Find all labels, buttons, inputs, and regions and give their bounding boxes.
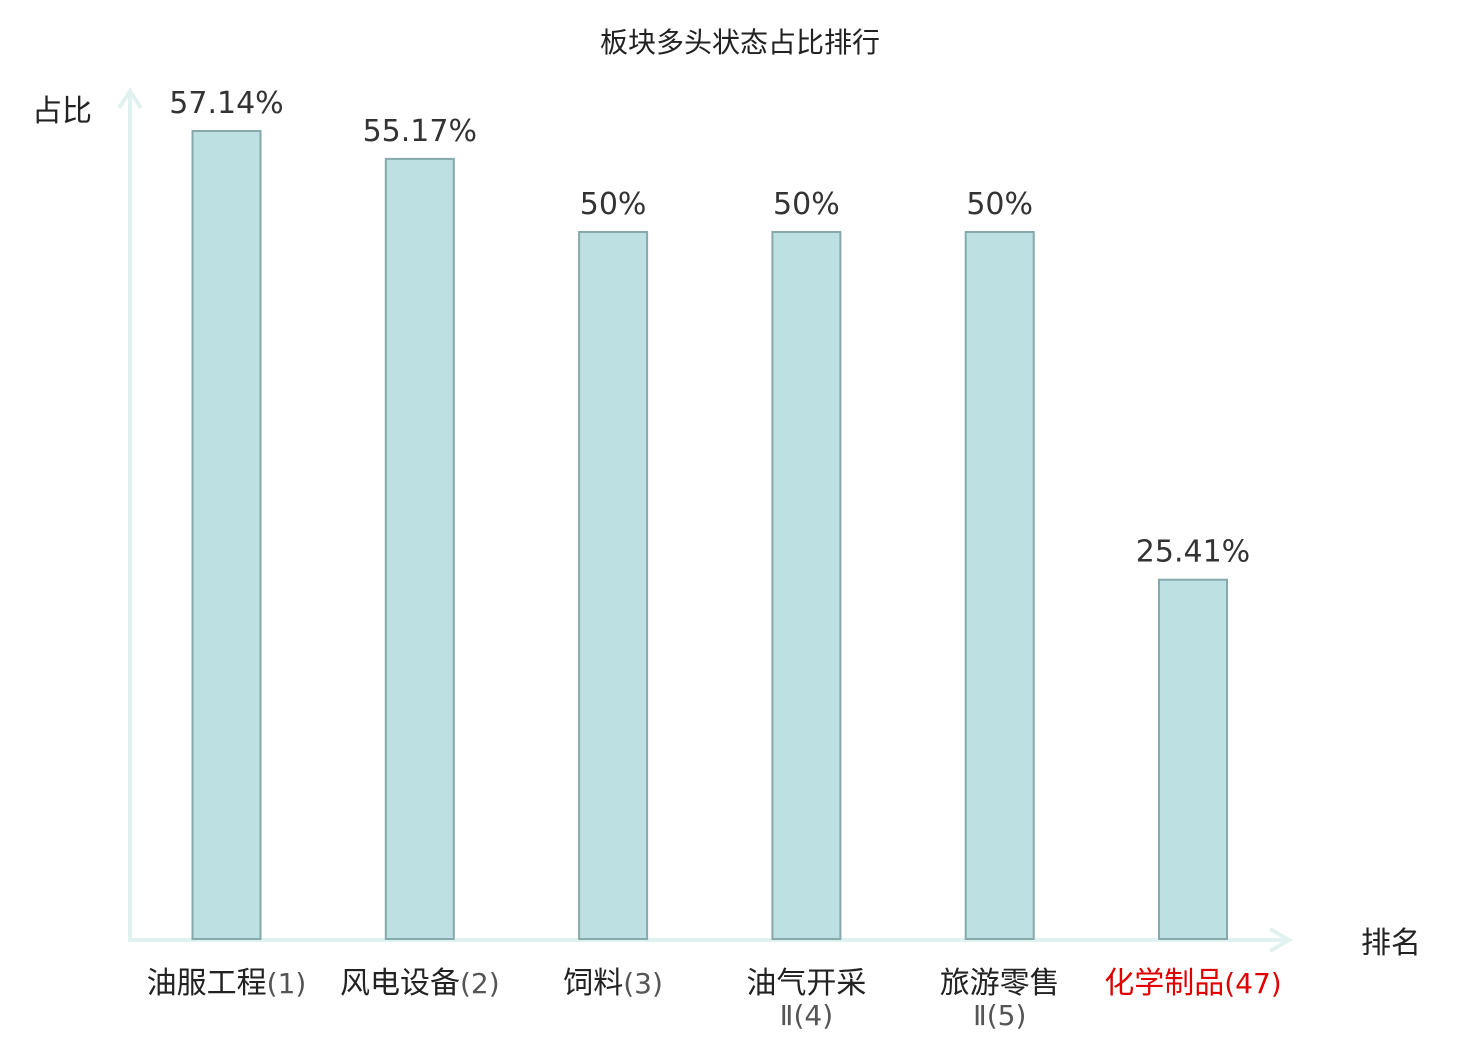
category-labels-group: 油服工程(1) 风电设备(2) 饲料(3) 油气开采Ⅱ(4)旅游零售Ⅱ(5)化学制品(…	[147, 966, 1282, 1032]
x-tick-name: 旅游零售	[940, 966, 1060, 1001]
data-label-1: 57.14%	[169, 86, 283, 121]
bar-1	[191, 130, 262, 940]
data-label-2: 55.17%	[363, 114, 477, 149]
y-axis-arrow	[117, 87, 143, 110]
y-axis-label: 占比	[32, 94, 92, 129]
bars-group	[191, 130, 1228, 940]
x-tick-name-suffix: Ⅱ	[973, 999, 987, 1032]
bar-2	[384, 157, 455, 940]
x-tick-name: 油服工程	[147, 966, 267, 1001]
bar-6	[1158, 578, 1228, 940]
x-tick-name: 风电设备	[340, 966, 460, 1001]
x-axis-label: 排名	[1361, 926, 1421, 961]
x-tick-label-3: 饲料(3)	[563, 966, 663, 1001]
x-tick-label-4-line2: Ⅱ(4)	[780, 999, 833, 1032]
x-tick-rank: (3)	[623, 967, 663, 1000]
x-tick-rank: (47)	[1224, 967, 1281, 1000]
x-tick-rank: (5)	[987, 999, 1027, 1032]
x-tick-rank: (1)	[267, 967, 307, 1000]
data-label-5: 50%	[966, 187, 1033, 222]
x-tick-label-4: 油气开采	[746, 966, 866, 1001]
x-tick-label-2: 风电设备(2)	[340, 966, 500, 1001]
data-label-3: 50%	[580, 187, 647, 222]
x-tick-name-suffix: Ⅱ	[780, 999, 794, 1032]
x-tick-label-5: 旅游零售	[940, 966, 1060, 1001]
x-tick-name: 化学制品	[1104, 966, 1224, 1001]
bar-5	[964, 231, 1035, 940]
x-tick-name: 饲料	[563, 966, 623, 1001]
x-tick-name: 油气开采	[746, 966, 866, 1001]
value-labels-group: 57.14% 55.17% 50% 50% 50% 25.41%	[169, 86, 1250, 570]
x-tick-rank: (4)	[793, 999, 833, 1032]
data-label-4: 50%	[773, 187, 840, 222]
chart-title: 板块多头状态占比排行	[600, 26, 880, 59]
x-tick-label-6: 化学制品(47)	[1104, 966, 1281, 1001]
bar-3	[578, 231, 649, 940]
bar-4	[771, 231, 842, 940]
x-tick-label-1: 油服工程(1)	[147, 966, 307, 1001]
data-label-6: 25.41%	[1136, 535, 1250, 570]
x-tick-rank: (2)	[460, 967, 500, 1000]
x-tick-label-5-line2: Ⅱ(5)	[973, 999, 1026, 1032]
x-axis-arrow	[1268, 927, 1293, 953]
